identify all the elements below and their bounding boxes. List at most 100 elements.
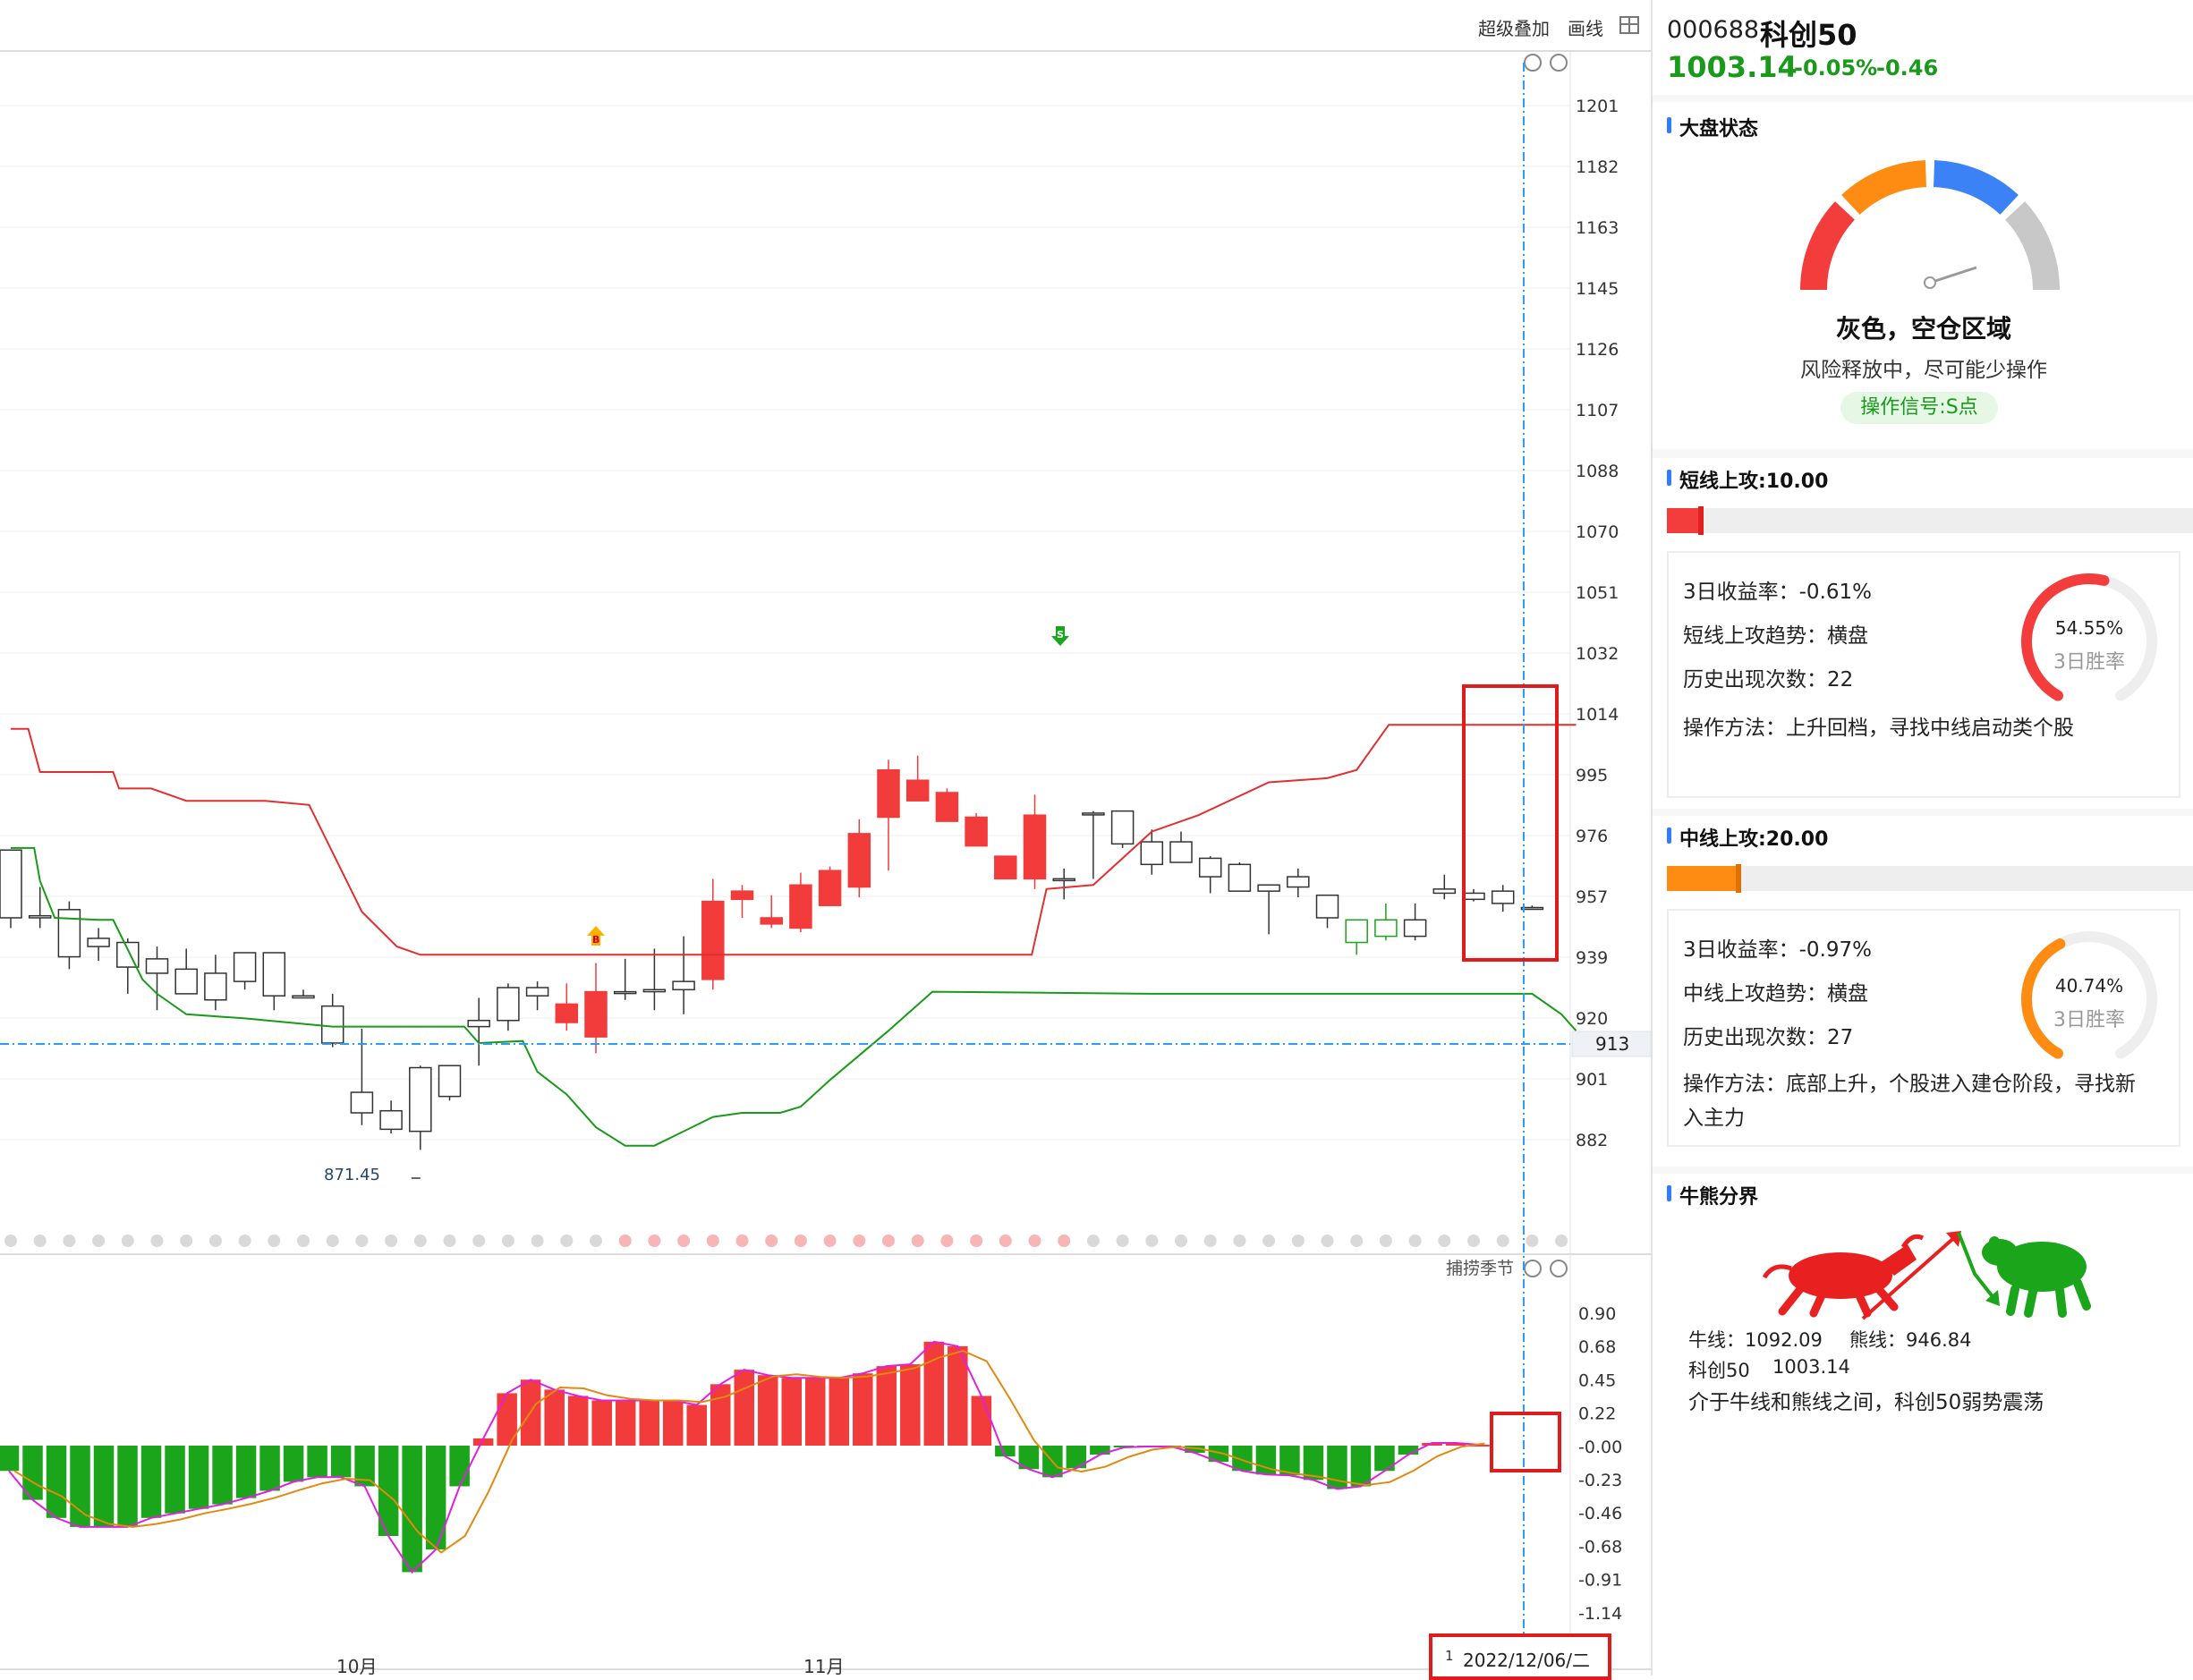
mid-count: 历史出现次数：27 [1683,1026,1854,1049]
signal-dot [1262,1235,1276,1247]
oscillator-bar-down [307,1446,327,1478]
candle [1432,874,1457,900]
signal-dot [1175,1235,1187,1247]
oscillator-bar-down [22,1446,43,1500]
oscillator-tick-label: -0.23 [1578,1471,1622,1490]
oscillator-bar-up [686,1404,707,1446]
oscillator-bar-down [330,1446,352,1478]
change-value: -0.46 [1876,55,1939,81]
candle-down [1374,903,1398,941]
signal-dot [385,1235,398,1247]
bull-bear-comment: 介于牛线和熊线之间，科创50弱势震荡 [1688,1391,2044,1414]
candle [28,887,52,929]
candle [1228,862,1252,892]
trend-arrows-icon [1861,1231,2000,1320]
candle-body [1228,863,1252,892]
help-icon [1550,1260,1568,1277]
candle-body [1462,892,1485,901]
oscillator-tick-label: 0.45 [1578,1370,1616,1390]
candle-body [555,1003,579,1023]
chart-area[interactable]: 1201 1182 1163 1145 1126 1107 1088 1070 1051 1032… [0,0,1651,1676]
signal-dot [1555,1235,1568,1247]
candle-body [672,980,695,991]
settings-icon [1524,54,1542,72]
oscillator-bar-up [1422,1442,1442,1446]
oscillator-bar-down [1018,1446,1040,1470]
oscillator-bar-down [235,1446,257,1498]
candle-body [847,833,871,888]
oscillator-bar-up [639,1400,659,1446]
candle-body [87,938,110,947]
change-percent: -0.05% [1794,55,1878,81]
signal-dot [1058,1235,1071,1247]
signal-dot [1116,1235,1129,1247]
sell-arrow-icon [1051,626,1069,646]
draw-line-button[interactable]: 画线 [1568,18,1603,39]
oscillator-bar-up [805,1378,826,1446]
candle-body [28,914,52,919]
signal-dot [706,1235,719,1247]
candle-body [701,900,725,980]
candle-body [1287,876,1310,888]
mid-attack-bar-fill [1667,866,1741,891]
oscillator-bar-up [662,1400,684,1446]
signal-dot [355,1235,369,1247]
short-trend: 短线上攻趋势：横盘 [1683,624,1868,648]
bull-bear-illustration [1762,1231,2091,1320]
candle-body [789,884,812,929]
candle [1110,810,1135,848]
crosshair-price-label: 913 [1595,1033,1629,1055]
candle-body [1169,841,1193,863]
oscillator-bar-down [283,1446,304,1482]
candle-body [818,870,842,906]
help-icon [1550,54,1568,72]
crosshair-date-prefix: 1 [1445,1648,1454,1664]
candle [379,1100,403,1133]
oscillator-bar-up [472,1438,494,1446]
oscillator-tick-label: 0.68 [1578,1337,1616,1357]
oscillator-bar-down [140,1446,162,1518]
candle-body [174,968,198,995]
oscillator-bar-down [378,1446,399,1536]
short-attack-title: 短线上攻:10.00 [1667,465,1828,494]
candle-up [555,983,579,1031]
candle [1491,885,1515,912]
oscillator-bar-up [1469,1444,1490,1447]
short-attack-panel: 短线上攻:10.00 3日收益率：-0.61% 短线上攻趋势：横盘 历史出现次数… [1653,458,2193,809]
oscillator-name: 捕捞季节 [1446,1259,1515,1278]
market-state-title: 大盘状态 [1667,113,1758,141]
candle-body [1082,812,1105,816]
oscillator-bar-up [544,1389,565,1446]
price-tick-label: 882 [1576,1131,1608,1150]
candle [672,936,695,1014]
signal-dot [238,1235,251,1247]
layout-grid-icon[interactable] [1619,16,1639,34]
oscillator-bar-down [46,1446,67,1518]
candle [1169,831,1193,863]
oscillator-bar-up [1445,1442,1466,1446]
mid-attack-panel: 中线上攻:20.00 3日收益率：-0.97% 中线上攻趋势：横盘 历史出现次数… [1653,816,2193,1167]
candle-body [1432,888,1457,895]
low-price-label: 871.45 [324,1166,380,1184]
overlay-button[interactable]: 超级叠加 [1478,18,1550,39]
buy-marker-label: B [592,934,599,946]
oscillator-bar-down [1350,1446,1372,1487]
signal-dot [1379,1235,1392,1247]
candle-up [818,866,842,906]
signal-dot [590,1235,602,1247]
candle-up [847,819,871,898]
candle [613,958,637,1000]
candle [1520,905,1544,911]
signal-dot [472,1235,486,1247]
oscillator-bar-down [1185,1446,1205,1454]
short-count: 历史出现次数：22 [1683,668,1854,692]
candle-body [994,855,1017,880]
oscillator-bar-up [567,1396,589,1446]
market-gauge [1800,160,2060,291]
oscillator-bar-up [710,1384,731,1446]
date-label-oct: 10月 [336,1656,378,1677]
candle-body [438,1065,462,1098]
candle-body [145,958,169,974]
candle [438,1065,462,1101]
signal-dot [531,1235,544,1247]
